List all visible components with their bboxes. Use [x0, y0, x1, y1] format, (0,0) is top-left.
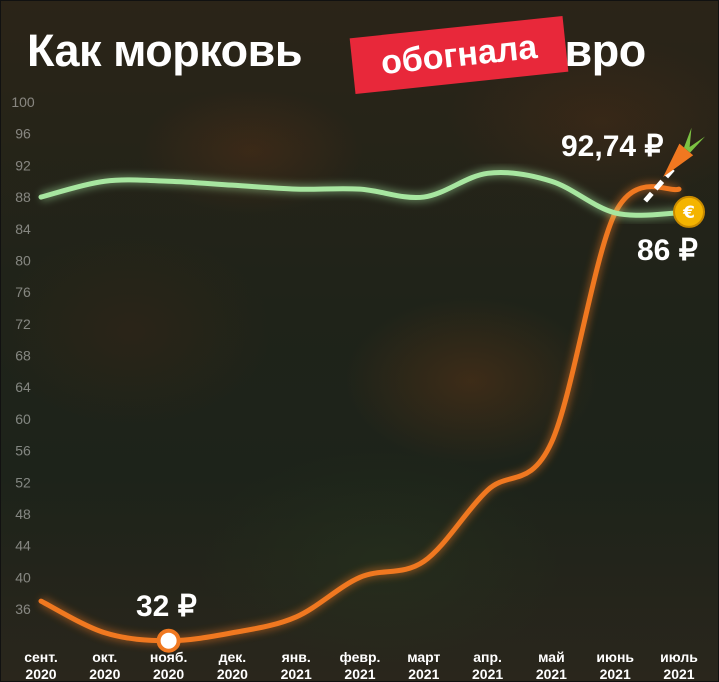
y-tick-label: 80: [15, 252, 31, 268]
y-tick-label: 92: [15, 157, 31, 173]
x-tick-label: нояб. 2020: [150, 649, 188, 681]
dashed-arrow: [643, 167, 675, 203]
y-tick-label: 44: [15, 538, 31, 554]
x-tick-label: июль 2021: [660, 649, 698, 681]
annotation-carrot-low: 32 ₽: [136, 590, 197, 623]
x-tick-label: февр. 2021: [340, 649, 381, 681]
annotation-euro-value: 86 ₽: [637, 234, 698, 267]
y-tick-label: 60: [15, 411, 31, 427]
y-tick-label: 72: [15, 316, 31, 332]
y-tick-label: 96: [15, 126, 31, 142]
x-tick-label: окт. 2020: [89, 649, 120, 681]
y-tick-label: 88: [15, 189, 31, 205]
x-tick-label: дек. 2020: [217, 649, 248, 681]
euro-coin-icon: €: [673, 195, 705, 228]
carrot-icon: [663, 127, 706, 178]
y-tick-label: 100: [11, 94, 35, 110]
euro-line: [38, 169, 682, 218]
x-tick-label: июнь 2021: [596, 649, 634, 681]
y-tick-label: 64: [15, 379, 31, 395]
carrot-line-glow: [38, 182, 681, 646]
y-tick-label: 68: [15, 348, 31, 364]
title-part1: Как морковь: [27, 25, 302, 76]
x-tick-label: май 2021: [536, 649, 567, 681]
y-tick-label: 36: [15, 601, 31, 617]
circle-marker-icon: [156, 628, 181, 653]
y-tick-label: 48: [15, 506, 31, 522]
svg-text:€: €: [682, 203, 695, 223]
x-tick-label: март 2021: [407, 649, 440, 681]
x-tick-label: апр. 2021: [472, 649, 503, 681]
x-tick-label: сент. 2020: [24, 649, 58, 681]
y-tick-label: 76: [15, 284, 31, 300]
y-tick-label: 84: [15, 221, 31, 237]
x-tick-label: янв. 2021: [281, 649, 312, 681]
annotation-carrot-high: 92,74 ₽: [561, 130, 664, 163]
y-tick-label: 52: [15, 474, 31, 490]
y-tick-label: 56: [15, 443, 31, 459]
y-tick-label: 40: [15, 569, 31, 585]
